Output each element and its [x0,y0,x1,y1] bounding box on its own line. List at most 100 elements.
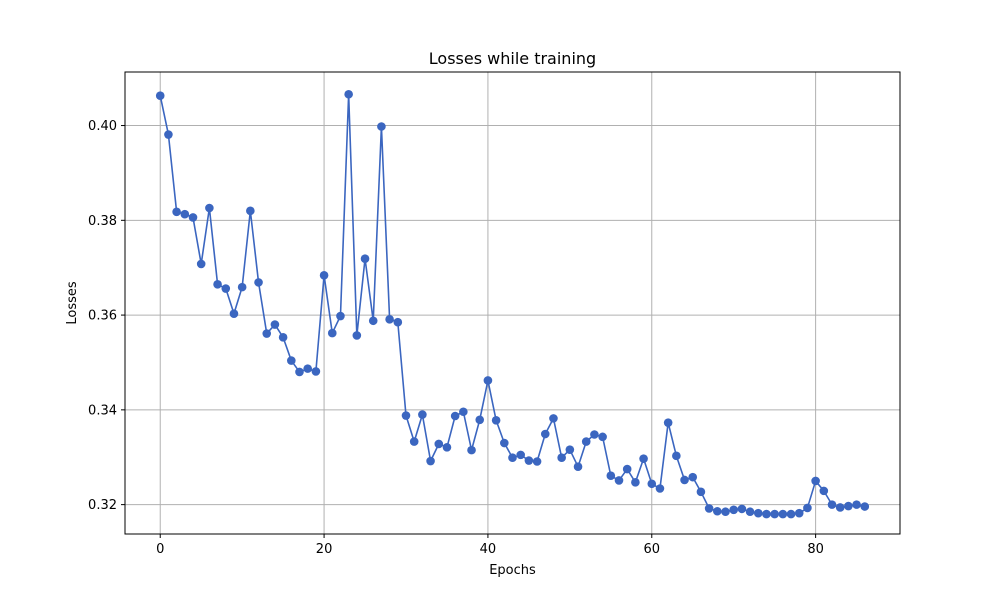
data-point [540,429,550,439]
x-tick-label: 20 [316,542,333,557]
data-point [713,506,722,516]
data-point [598,432,607,442]
data-point [590,430,599,439]
data-point [565,445,575,454]
data-point [770,509,779,519]
data-point [196,259,206,269]
data-point [549,414,558,423]
data-point [450,411,460,421]
data-point [434,439,444,449]
data-point [516,450,525,460]
y-tick-label: 0.40 [88,119,117,134]
data-point [786,509,796,519]
data-point [704,504,714,513]
data-point [655,484,665,493]
data-point [778,509,788,519]
plot-area-frame [124,71,901,535]
data-point [688,472,698,482]
data-point [377,122,386,131]
y-axis-title: Losses [65,281,80,325]
data-point [622,464,632,474]
data-point [835,503,845,512]
data-point [287,356,296,365]
data-point [213,279,222,289]
data-point [729,505,738,515]
data-point [532,457,542,466]
data-point [409,437,419,446]
data-point [606,471,616,481]
data-point [254,278,263,287]
data-point [237,282,247,292]
data-point [180,209,190,219]
data-point [647,479,657,489]
data-point [753,508,763,518]
data-point [295,367,304,377]
data-point [303,364,312,373]
data-point [483,376,493,385]
data-point [336,311,345,321]
axis-ticks: 0 20 40 60 80 0.32 0.34 0.36 0.38 0.40 [88,119,824,557]
x-tick-label: 60 [643,542,660,557]
data-point [221,284,231,293]
data-point [573,462,583,472]
x-axis-title: Epochs [489,563,536,578]
data-point [262,329,272,338]
data-point [663,418,673,427]
data-point [278,333,288,342]
data-point [155,91,165,100]
data-point [327,328,337,338]
data-point [401,411,411,420]
data-point [508,453,517,463]
data-point [631,478,640,487]
data-point [803,503,812,513]
data-point [491,415,501,425]
data-point [205,203,214,213]
chart-title: Losses while training [429,49,596,68]
data-point [164,130,173,139]
x-tick-label: 80 [807,542,824,557]
data-point [737,504,747,514]
data-point [459,407,468,417]
data-point [639,454,648,463]
data-point [475,415,485,425]
x-tick-label: 40 [480,542,497,557]
data-point [188,213,198,222]
data-point [500,438,509,448]
y-tick-label: 0.32 [88,498,117,513]
data-point [385,315,394,324]
data-point [393,317,403,327]
data-point [762,509,771,519]
data-point [352,331,362,340]
data-point [311,367,321,376]
x-tick-label: 0 [156,542,164,557]
data-point [270,320,280,329]
data-point [819,486,829,496]
data-point [745,507,755,517]
data-point [360,254,370,263]
y-tick-label: 0.38 [88,214,117,229]
data-point [860,502,870,511]
y-tick-label: 0.34 [88,403,117,418]
data-point [368,316,378,326]
data-point [852,500,861,509]
data-point [844,501,853,511]
data-point [319,270,329,280]
data-point [581,437,591,446]
data-point [426,456,435,466]
data-point [557,453,566,463]
data-point [172,207,181,217]
grid [125,72,900,534]
y-tick-label: 0.36 [88,309,117,324]
data-point [344,89,353,99]
data-point [696,487,706,497]
data-point [229,309,239,318]
data-point [467,445,476,455]
series-group [155,89,870,519]
data-point [614,476,624,485]
data-point [721,507,730,517]
data-point [672,451,681,461]
data-point [524,456,534,465]
data-point [246,206,255,216]
